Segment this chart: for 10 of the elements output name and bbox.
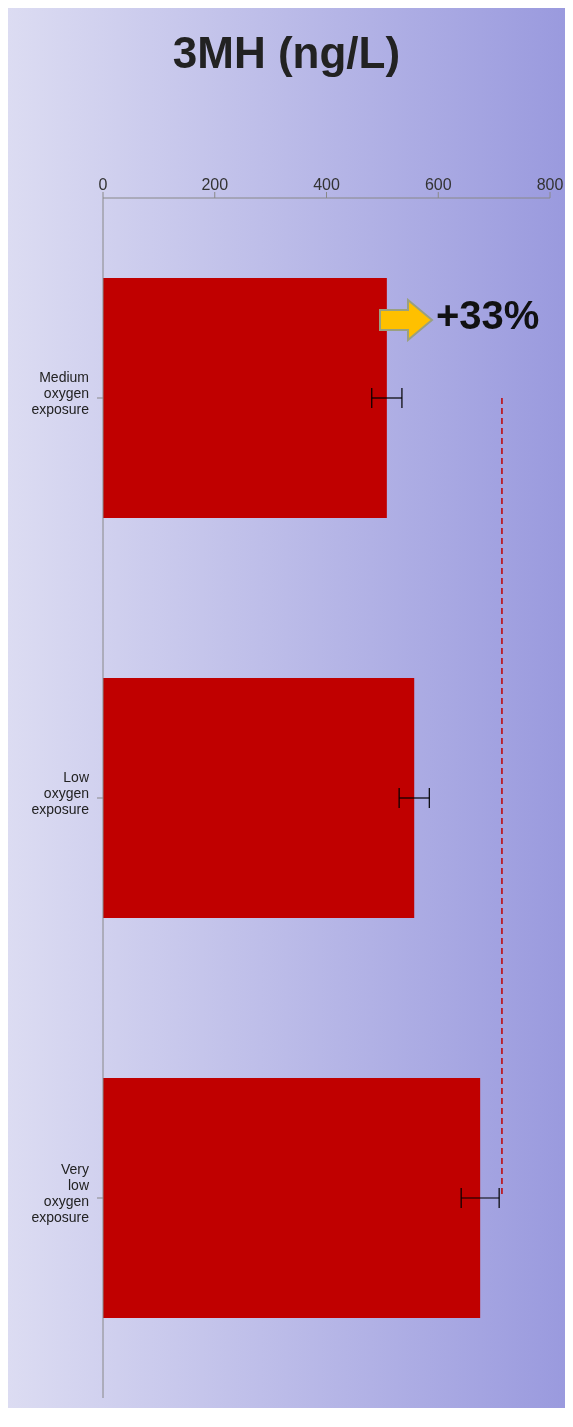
x-tick-label: 600 bbox=[424, 176, 452, 193]
y-tick-label: Medium oxygen exposure bbox=[31, 369, 90, 417]
y-tick-label: Very low oxygen exposure bbox=[31, 1161, 90, 1225]
x-tick-label: 200 bbox=[201, 176, 229, 193]
annotation: +33% bbox=[436, 293, 540, 338]
x-tick-label: 400 bbox=[313, 176, 340, 193]
y-tick-label: Low oxygen exposure bbox=[31, 769, 90, 817]
chart-title: 3MH (ng/L) bbox=[171, 28, 402, 78]
x-tick-label: 800 bbox=[536, 176, 564, 193]
x-tick-label: 0 bbox=[98, 176, 108, 193]
